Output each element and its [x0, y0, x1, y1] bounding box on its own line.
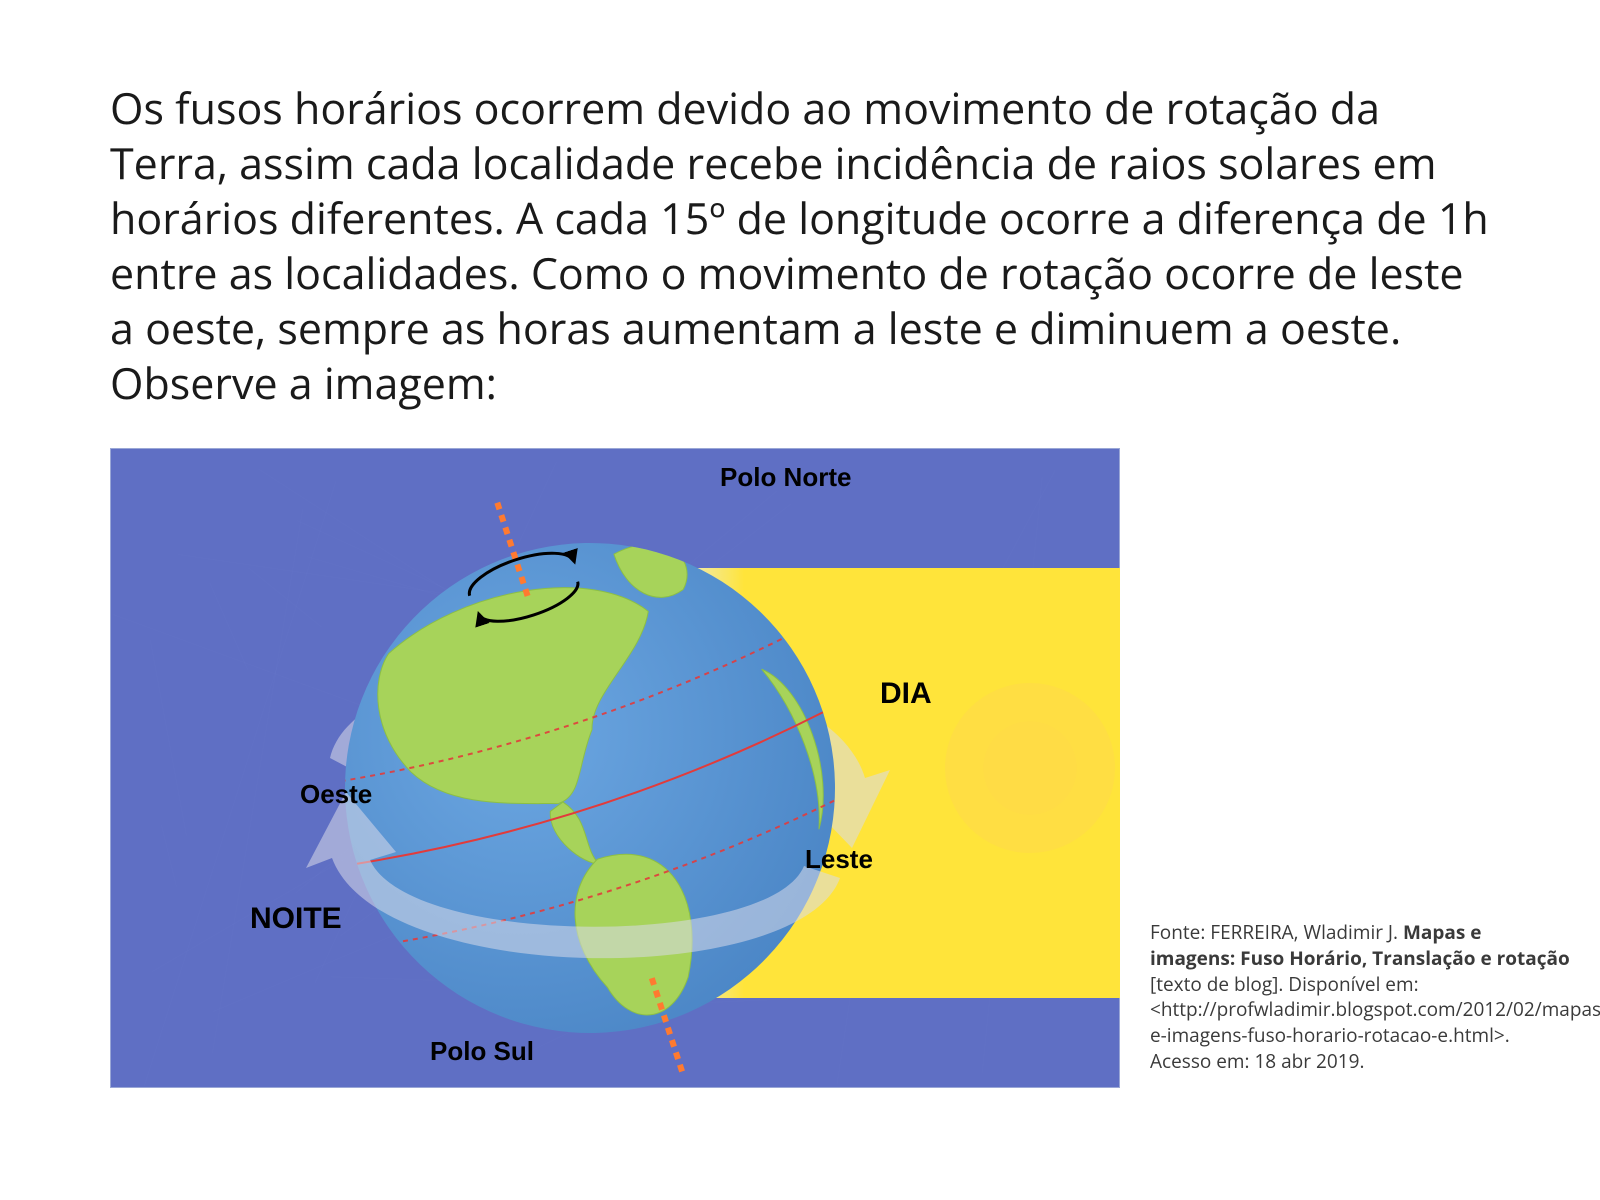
label-north: Polo Norte	[720, 462, 851, 492]
citation-prefix: Fonte: FERREIRA, Wladimir J.	[1150, 919, 1403, 945]
label-south: Polo Sul	[430, 1036, 534, 1066]
earth-rotation-diagram: Polo Norte Polo Sul Oeste Leste NOITE DIA	[110, 448, 1120, 1088]
label-night: NOITE	[250, 902, 342, 935]
citation-url: <http://profwladimir.blogspot.com/2012/0…	[1150, 996, 1600, 1048]
label-east: Leste	[805, 844, 873, 874]
body-text: Os fusos horários ocorrem devido ao movi…	[110, 80, 1490, 410]
slide: Os fusos horários ocorrem devido ao movi…	[0, 0, 1600, 1200]
image-citation: Fonte: FERREIRA, Wladimir J. Mapas e ima…	[1150, 920, 1570, 1088]
label-west: Oeste	[300, 779, 372, 809]
citation-suffix: Acesso em: 18 abr 2019.	[1150, 1048, 1364, 1074]
citation-middle: [texto de blog]. Disponível em:	[1150, 971, 1419, 997]
diagram-svg: Polo Norte Polo Sul Oeste Leste NOITE DIA	[110, 448, 1120, 1088]
figure-row: Polo Norte Polo Sul Oeste Leste NOITE DIA Fon…	[110, 448, 1490, 1088]
label-day: DIA	[880, 677, 932, 710]
